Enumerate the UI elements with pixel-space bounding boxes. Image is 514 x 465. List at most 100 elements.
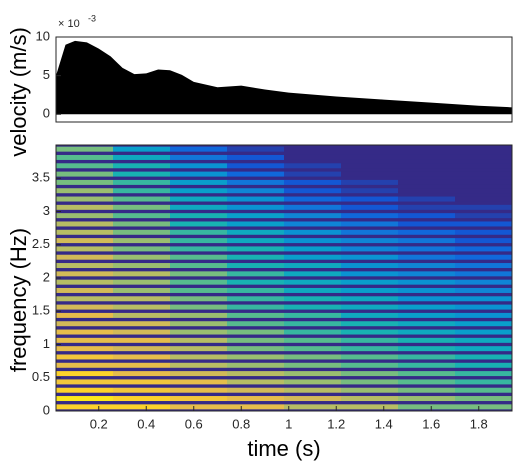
heatmap-cell [56, 246, 113, 252]
heatmap-cell [113, 346, 170, 352]
heatmap-cell [56, 146, 113, 152]
heatmap-cell [113, 354, 170, 360]
heatmap-cell [341, 196, 398, 202]
heatmap-cell [113, 263, 170, 269]
heatmap-cell [113, 287, 170, 293]
heatmap-cell [398, 279, 455, 285]
heatmap-cell [398, 171, 455, 177]
y-tick-label: 0.5 [32, 369, 50, 384]
heatmap-cell [455, 329, 512, 335]
heatmap-cell [284, 404, 341, 410]
heatmap-cell [56, 271, 113, 277]
heatmap-cell [455, 271, 512, 277]
heatmap-cell [113, 396, 170, 402]
heatmap-cell [398, 188, 455, 194]
heatmap-cell [227, 354, 284, 360]
heatmap-cell [284, 263, 341, 269]
heatmap-cell [455, 337, 512, 343]
heatmap-cell [227, 396, 284, 402]
heatmap-cell [455, 354, 512, 360]
heatmap-cell [341, 179, 398, 185]
x-tick-label: 1.6 [422, 416, 440, 431]
heatmap-cell [113, 229, 170, 235]
heatmap-cell [56, 279, 113, 285]
heatmap-cell [113, 271, 170, 277]
heatmap-cell [341, 337, 398, 343]
heatmap-cell [284, 254, 341, 260]
heatmap-cell [398, 329, 455, 335]
y-tick-label: 2.5 [32, 236, 50, 251]
heatmap-cell [56, 387, 113, 393]
heatmap-cell [170, 196, 227, 202]
heatmap-cell [341, 387, 398, 393]
heatmap-cell [113, 329, 170, 335]
heatmap-cell [56, 354, 113, 360]
heatmap-cell [170, 362, 227, 368]
heatmap-cell [227, 154, 284, 160]
heatmap-cell [56, 329, 113, 335]
heatmap-cell [227, 246, 284, 252]
heatmap-cell [455, 396, 512, 402]
heatmap-cell [455, 254, 512, 260]
heatmap-cell [398, 221, 455, 227]
heatmap-cell [455, 213, 512, 219]
heatmap-cell [170, 404, 227, 410]
heatmap-cell [341, 171, 398, 177]
heatmap-cell [227, 296, 284, 302]
heatmap-cell [227, 304, 284, 310]
heatmap-cell [56, 154, 113, 160]
heatmap-cell [56, 171, 113, 177]
heatmap-cell [56, 221, 113, 227]
heatmap-cell [170, 387, 227, 393]
heatmap-cell [398, 312, 455, 318]
heatmap-cell [284, 287, 341, 293]
heatmap-cell [398, 287, 455, 293]
heatmap-cell [113, 312, 170, 318]
heatmap-cell [170, 246, 227, 252]
heatmap-cell [398, 263, 455, 269]
heatmap-cell [227, 279, 284, 285]
heatmap-cell [341, 396, 398, 402]
heatmap-cell [56, 312, 113, 318]
heatmap-cell [113, 404, 170, 410]
heatmap-cell [284, 179, 341, 185]
heatmap-cell [113, 321, 170, 327]
heatmap-cell [113, 171, 170, 177]
heatmap-cell [341, 379, 398, 385]
heatmap-cell [56, 254, 113, 260]
heatmap-cell [455, 304, 512, 310]
heatmap-cell [56, 321, 113, 327]
heatmap-cell [56, 362, 113, 368]
heatmap-cell [170, 154, 227, 160]
heatmap-cell [113, 296, 170, 302]
x-tick-label: 1.4 [375, 416, 393, 431]
heatmap-cell [113, 179, 170, 185]
heatmap-cell [227, 196, 284, 202]
heatmap-cell [113, 371, 170, 377]
heatmap-cell [284, 271, 341, 277]
heatmap-cell [56, 396, 113, 402]
heatmap-cell [341, 163, 398, 169]
heatmap-cell [284, 279, 341, 285]
heatmap-cell [113, 246, 170, 252]
heatmap-cell [113, 204, 170, 210]
heatmap-cell [227, 188, 284, 194]
heatmap-cell [341, 404, 398, 410]
heatmap-cell [170, 312, 227, 318]
heatmap-cell [398, 213, 455, 219]
x-label: time (s) [247, 436, 320, 461]
heatmap-cell [398, 179, 455, 185]
heatmap-cell [113, 279, 170, 285]
heatmap-cell [227, 163, 284, 169]
heatmap-cell [113, 221, 170, 227]
heatmap-cell [227, 379, 284, 385]
heatmap-cell [56, 163, 113, 169]
heatmap-cell [455, 321, 512, 327]
heatmap-cell [284, 188, 341, 194]
heatmap-cell [227, 287, 284, 293]
heatmap-cell [398, 254, 455, 260]
x-tick-label: 1 [285, 416, 292, 431]
heatmap-cell [455, 387, 512, 393]
heatmap-cell [398, 304, 455, 310]
heatmap-cell [113, 188, 170, 194]
